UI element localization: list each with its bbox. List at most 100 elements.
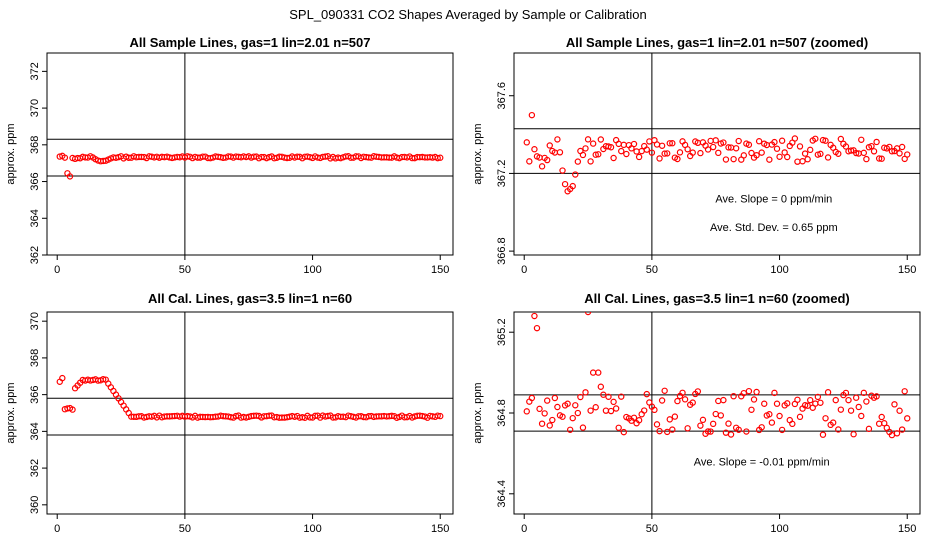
data-point <box>572 402 579 409</box>
data-point <box>873 393 880 400</box>
data-point <box>556 149 564 156</box>
data-point <box>536 405 543 413</box>
y-tick-label: 366.8 <box>496 237 508 265</box>
data-point <box>651 406 658 414</box>
data-point <box>589 369 597 376</box>
x-tick-label: 50 <box>179 264 191 276</box>
data-point <box>531 312 538 320</box>
data-point <box>753 151 760 159</box>
data-point <box>717 412 725 419</box>
data-point <box>526 158 533 165</box>
data-point <box>824 154 832 161</box>
data-point <box>618 147 625 155</box>
data-point <box>753 388 760 396</box>
panel-title: All Cal. Lines, gas=3.5 lin=1 n=60 (zoom… <box>584 291 850 306</box>
data-point <box>549 416 556 424</box>
data-point <box>829 419 837 426</box>
data-point <box>837 135 845 143</box>
data-point <box>904 151 911 158</box>
data-point <box>551 394 559 402</box>
data-point <box>860 389 868 397</box>
data-point <box>595 151 602 158</box>
data-point <box>796 143 804 150</box>
data-point <box>832 396 839 404</box>
data-point <box>875 155 883 162</box>
data-point <box>641 407 648 414</box>
data-point <box>707 428 714 435</box>
data-point <box>863 398 870 405</box>
data-point <box>743 428 750 435</box>
data-point <box>661 150 668 157</box>
chart-panel-1: All Sample Lines, gas=1 lin=2.01 n=507 0 5… <box>5 35 454 276</box>
data-point <box>730 155 737 163</box>
data-point <box>727 431 735 438</box>
data-point <box>817 150 824 158</box>
data-point <box>579 424 587 431</box>
data-point <box>761 400 768 407</box>
data-point <box>602 407 610 414</box>
data-point <box>842 389 850 397</box>
data-point <box>814 393 822 401</box>
x-tick-label: 150 <box>898 264 916 276</box>
data-point <box>528 394 536 402</box>
x-tick-label: 150 <box>898 523 916 535</box>
y-tick-label: 362 <box>29 459 41 477</box>
y-tick-label: 364.4 <box>496 480 508 508</box>
data-point <box>646 138 653 145</box>
data-points <box>56 152 444 180</box>
data-point <box>722 156 730 163</box>
data-point <box>745 387 753 395</box>
data-point <box>610 398 617 406</box>
data-point <box>784 400 791 407</box>
data-point <box>858 136 865 143</box>
data-point <box>730 392 737 400</box>
data-point <box>904 415 911 422</box>
data-point <box>630 140 638 148</box>
y-tick-label: 370 <box>29 99 41 117</box>
y-tick-label: 360 <box>29 496 41 514</box>
panel-title: All Cal. Lines, gas=3.5 lin=1 n=60 <box>148 291 352 306</box>
data-point <box>99 376 107 383</box>
data-point <box>873 138 880 146</box>
data-point <box>597 383 605 390</box>
data-point <box>778 426 786 434</box>
data-point <box>592 151 599 158</box>
data-point <box>528 111 536 119</box>
y-tick-label: 367.6 <box>496 82 508 110</box>
data-point <box>801 150 809 157</box>
data-point <box>671 413 679 420</box>
data-point <box>669 426 676 433</box>
data-point <box>755 138 763 145</box>
data-point <box>799 158 806 165</box>
data-point <box>610 154 617 162</box>
y-tick-label: 365.2 <box>496 318 508 346</box>
data-point <box>712 410 719 418</box>
data-point <box>715 149 722 157</box>
data-point <box>434 412 441 419</box>
data-point <box>569 182 576 190</box>
data-point <box>635 417 643 424</box>
data-point <box>620 141 627 149</box>
data-point <box>643 390 650 398</box>
data-point <box>771 389 778 397</box>
data-point <box>607 144 615 151</box>
data-point <box>656 155 663 162</box>
data-point <box>541 410 548 417</box>
data-point <box>875 420 883 427</box>
data-point <box>776 412 783 420</box>
data-point <box>896 150 903 157</box>
y-axis-label: approx. ppm <box>472 382 484 443</box>
data-point <box>735 137 742 145</box>
panel-title: All Sample Lines, gas=1 lin=2.01 n=507 <box>130 35 371 50</box>
data-point <box>773 400 781 407</box>
data-point <box>684 425 691 432</box>
data-point <box>801 402 809 409</box>
chart-panel-3: All Cal. Lines, gas=3.5 lin=1 n=60 0 50 100… <box>5 291 454 535</box>
y-tick-label: 366 <box>29 172 41 190</box>
data-point <box>748 149 755 157</box>
data-point <box>812 400 819 407</box>
data-point <box>620 428 627 436</box>
data-point <box>592 404 599 411</box>
data-point <box>794 158 801 165</box>
